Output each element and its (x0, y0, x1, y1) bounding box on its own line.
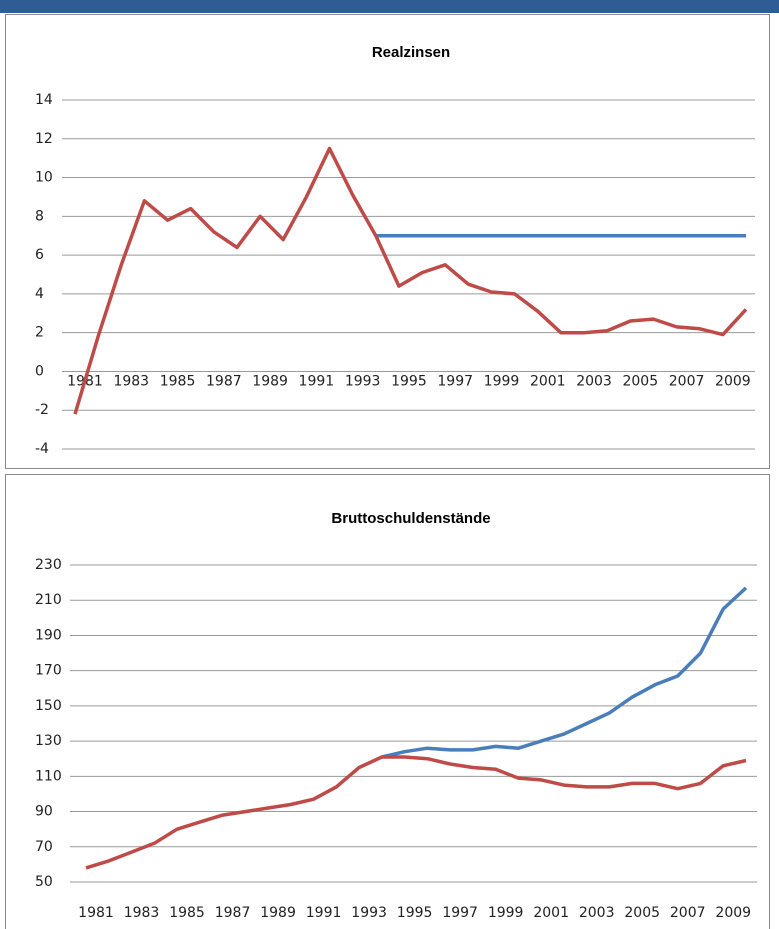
data-line (381, 586, 748, 759)
y-tick-label: 2 (35, 325, 44, 341)
x-tick-label: 1987 (206, 373, 242, 389)
x-tick-label: 2001 (530, 373, 566, 389)
y-tick-label: 130 (35, 733, 62, 749)
y-tick-label: 50 (35, 874, 53, 890)
x-tick-label: 1983 (113, 373, 149, 389)
x-tick-label: 2005 (624, 905, 660, 921)
y-tick-label: 150 (35, 698, 62, 714)
chart-panel (5, 14, 770, 469)
x-tick-label: 2009 (715, 373, 751, 389)
x-tick-label: 1983 (124, 905, 160, 921)
y-tick-label: 90 (35, 804, 53, 820)
x-tick-label: 2009 (715, 905, 751, 921)
x-tick-label: 1981 (78, 905, 114, 921)
x-tick-label: 2003 (576, 373, 612, 389)
chart-title: Bruttoschuldenstände (331, 510, 490, 527)
y-tick-label: 70 (35, 839, 53, 855)
y-tick-label: 8 (35, 208, 44, 224)
data-line (73, 146, 748, 415)
y-tick-label: -2 (35, 402, 49, 418)
x-tick-label: 1999 (484, 373, 520, 389)
y-tick-label: 12 (35, 131, 53, 147)
x-tick-label: 2003 (579, 905, 615, 921)
y-tick-label: 230 (35, 557, 62, 573)
x-tick-label: 1989 (260, 905, 296, 921)
x-tick-label: 1995 (397, 905, 433, 921)
x-tick-label: 2007 (670, 905, 706, 921)
x-tick-label: 1989 (252, 373, 288, 389)
y-tick-label: 0 (35, 363, 44, 379)
y-tick-label: -4 (35, 441, 49, 457)
chart-panel (5, 474, 770, 929)
y-tick-label: 190 (35, 627, 62, 643)
header-bar (0, 0, 779, 13)
x-tick-label: 1999 (488, 905, 524, 921)
y-tick-label: 210 (35, 592, 62, 608)
x-tick-label: 1985 (169, 905, 205, 921)
y-tick-label: 170 (35, 663, 62, 679)
y-tick-label: 110 (35, 768, 62, 784)
x-tick-label: 1997 (442, 905, 478, 921)
x-tick-label: 1993 (345, 373, 381, 389)
y-tick-label: 4 (35, 286, 44, 302)
x-tick-label: 1993 (351, 905, 387, 921)
x-tick-label: 1991 (299, 373, 335, 389)
chart-title: Realzinsen (372, 44, 450, 61)
x-tick-label: 1985 (160, 373, 196, 389)
x-tick-label: 2001 (533, 905, 569, 921)
x-tick-label: 1995 (391, 373, 427, 389)
x-tick-label: 1991 (306, 905, 342, 921)
x-tick-label: 1997 (437, 373, 473, 389)
x-tick-label: 2005 (622, 373, 658, 389)
y-tick-label: 10 (35, 170, 53, 186)
y-tick-label: 14 (35, 92, 53, 108)
y-tick-label: 6 (35, 247, 44, 263)
x-tick-label: 1987 (215, 905, 251, 921)
x-tick-label: 2007 (669, 373, 705, 389)
data-line (85, 755, 747, 870)
